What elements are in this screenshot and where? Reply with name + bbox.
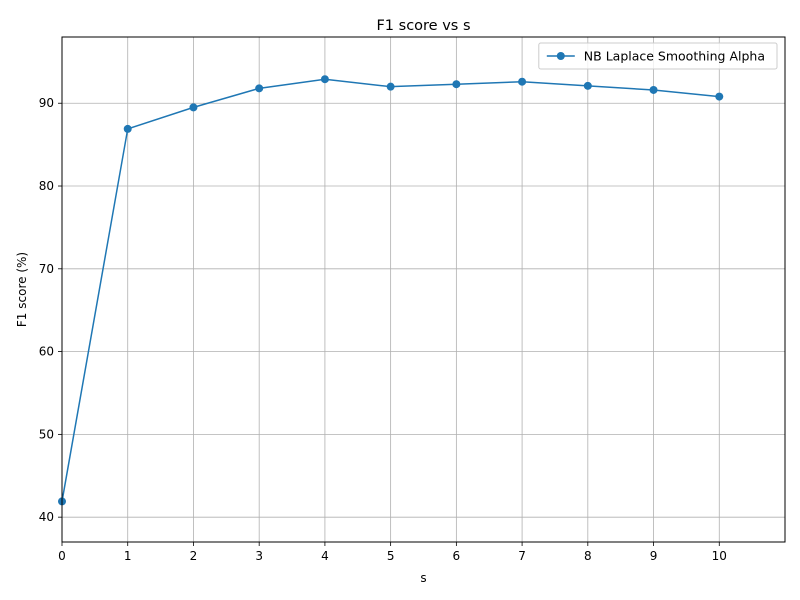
data-point: [715, 92, 724, 101]
x-tick-label: 2: [190, 549, 198, 563]
y-tick-label: 40: [39, 510, 54, 524]
x-tick-label: 0: [58, 549, 66, 563]
axis-ticks: 0 1 2 3 4 5 6 7 8 9 10 40 50 60 70 80 90: [39, 96, 727, 563]
data-point: [123, 124, 132, 133]
y-tick-label: 50: [39, 427, 54, 441]
y-tick-label: 70: [39, 262, 54, 276]
grid-lines: [61, 37, 785, 542]
plot-frame: [61, 36, 786, 543]
x-tick-label: 7: [518, 549, 526, 563]
legend-marker: [556, 52, 565, 60]
data-point: [452, 80, 461, 89]
data-point: [320, 75, 329, 84]
data-point: [255, 84, 264, 93]
x-axis-label: s: [420, 571, 426, 585]
data-point: [649, 85, 658, 94]
chart-title: F1 score vs s: [376, 18, 470, 34]
x-tick-label: 8: [584, 549, 592, 563]
x-tick-label: 5: [387, 549, 395, 563]
x-tick-label: 6: [453, 549, 461, 563]
series-layer: [58, 75, 724, 506]
y-tick-label: 80: [39, 179, 54, 193]
y-tick-label: 60: [39, 345, 54, 359]
y-axis-label: F1 score (%): [15, 252, 29, 327]
legend-box: [538, 42, 778, 70]
x-tick-label: 10: [712, 549, 727, 563]
legend-entry-label: NB Laplace Smoothing Alpha: [584, 49, 765, 64]
x-tick-label: 9: [650, 549, 658, 563]
x-tick-label: 3: [255, 549, 263, 563]
y-tick-label: 90: [39, 96, 54, 110]
legend: NB Laplace Smoothing Alpha: [538, 42, 778, 70]
data-point: [518, 77, 527, 86]
data-point: [189, 103, 198, 112]
x-tick-label: 1: [124, 549, 132, 563]
data-point: [386, 82, 395, 91]
data-point: [583, 81, 592, 90]
x-tick-label: 4: [321, 549, 329, 563]
